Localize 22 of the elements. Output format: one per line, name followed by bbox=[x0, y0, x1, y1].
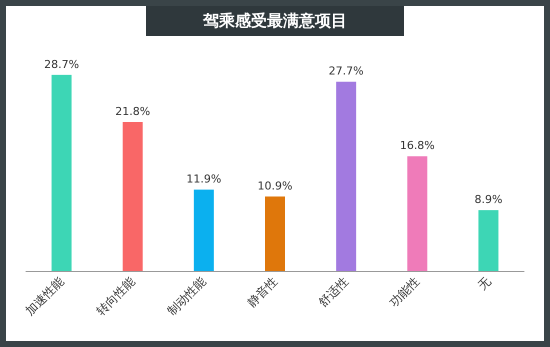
bar bbox=[122, 122, 143, 271]
data-label: 28.7% bbox=[44, 58, 80, 71]
data-label: 27.7% bbox=[328, 64, 364, 78]
x-tick-label: 转向性能 bbox=[94, 274, 138, 318]
x-tick-label: 静音性 bbox=[244, 274, 280, 310]
x-tick-label: 制动性能 bbox=[164, 274, 209, 318]
data-label: 11.9% bbox=[186, 172, 222, 186]
data-label: 21.8% bbox=[115, 105, 150, 118]
x-tick-label: 功能性 bbox=[386, 274, 422, 310]
data-label: 10.9% bbox=[258, 180, 292, 193]
bar bbox=[478, 210, 498, 271]
bar bbox=[336, 82, 356, 271]
bar bbox=[265, 196, 285, 271]
x-tick-label: 无 bbox=[474, 274, 494, 292]
chart-title: 驾乘感受最满意项目 bbox=[146, 6, 404, 36]
bar bbox=[194, 190, 214, 271]
bar bbox=[407, 156, 428, 271]
bar bbox=[52, 74, 72, 271]
x-tick-label: 舒适性 bbox=[316, 274, 352, 310]
data-label: 16.8% bbox=[400, 139, 435, 152]
x-tick-label: 加速性能 bbox=[22, 274, 67, 318]
data-label: 8.9% bbox=[474, 193, 502, 206]
